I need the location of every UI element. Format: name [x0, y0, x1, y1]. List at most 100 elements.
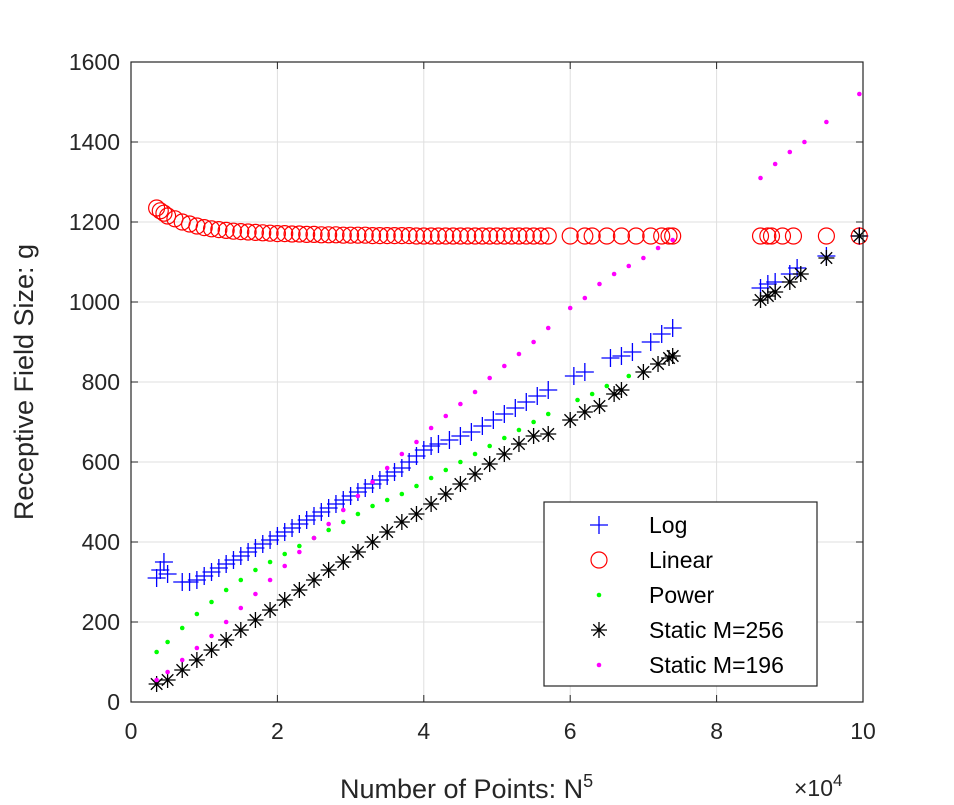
data-point-linear	[444, 227, 462, 245]
data-point-linear	[371, 227, 389, 245]
data-series	[147, 91, 869, 692]
data-point-power	[326, 527, 331, 533]
y-tick-label: 600	[82, 449, 120, 475]
data-point-static-m-196	[443, 413, 449, 419]
data-point-linear	[155, 204, 173, 222]
legend-label-static-m-256: Static M=256	[649, 617, 784, 643]
data-point-linear	[400, 227, 418, 245]
data-point-static-m-256	[818, 250, 835, 266]
data-point-log	[641, 333, 660, 351]
data-point-linear	[210, 221, 228, 239]
data-point-linear	[305, 225, 323, 243]
data-point-static-m-196	[267, 577, 273, 583]
x-tick-label: 2	[271, 718, 284, 744]
x-tick-label: 8	[710, 718, 723, 744]
data-point-static-m-256	[291, 582, 308, 598]
data-point-log	[601, 349, 620, 367]
data-point-power	[502, 435, 507, 441]
data-point-static-m-196	[399, 451, 405, 457]
data-point-linear	[363, 227, 382, 245]
data-point-linear	[378, 227, 396, 245]
data-point-static-m-256	[792, 266, 809, 282]
data-point-power	[589, 391, 595, 397]
data-point-log	[334, 491, 353, 509]
data-point-static-m-196	[597, 281, 602, 287]
data-point-static-m-196	[758, 175, 763, 181]
data-point-static-m-256	[496, 446, 513, 462]
data-point-static-m-196	[502, 363, 507, 369]
series-static-m-196	[154, 91, 862, 683]
data-point-linear	[195, 219, 213, 237]
data-point-log	[326, 495, 345, 513]
data-point-linear	[642, 227, 660, 245]
data-point-static-m-196	[253, 591, 258, 597]
data-point-linear	[466, 227, 484, 245]
data-point-static-m-256	[320, 562, 337, 578]
data-point-linear	[159, 207, 177, 225]
data-point-linear	[232, 223, 250, 241]
data-point-power	[194, 611, 200, 617]
data-point-log	[297, 511, 316, 529]
data-point-log	[506, 399, 525, 417]
data-point-static-m-256	[540, 426, 557, 442]
data-point-static-m-256	[159, 672, 176, 688]
data-point-power	[443, 467, 449, 473]
data-point-static-m-196	[282, 563, 288, 569]
data-point-linear	[488, 227, 506, 245]
data-point-linear	[784, 227, 803, 245]
data-point-linear	[451, 227, 469, 245]
data-point-static-m-256	[306, 572, 322, 588]
data-point-linear	[312, 226, 330, 244]
data-point-power	[575, 397, 580, 403]
data-point-static-m-256	[188, 652, 205, 668]
data-point-static-m-196	[384, 465, 390, 471]
data-point-static-m-256	[759, 288, 776, 304]
data-point-static-m-196	[209, 633, 214, 639]
data-point-linear	[407, 227, 426, 245]
data-point-linear	[762, 227, 781, 245]
data-point-static-m-256	[393, 514, 410, 530]
data-point-power	[223, 587, 229, 593]
data-point-static-m-196	[857, 91, 862, 97]
data-point-linear	[561, 227, 579, 245]
data-point-log	[612, 347, 631, 365]
data-point-log	[451, 427, 470, 445]
y-axis-label: Receptive Field Size: g	[9, 244, 39, 520]
data-point-log	[312, 503, 331, 521]
data-point-power	[282, 551, 288, 557]
data-point-static-m-196	[194, 645, 200, 651]
data-point-linear	[653, 227, 671, 245]
data-point-log	[154, 553, 173, 571]
data-point-linear	[817, 227, 836, 245]
data-point-linear	[239, 223, 257, 241]
legend-marker-power	[596, 592, 602, 598]
data-point-linear	[342, 226, 360, 244]
data-point-static-m-256	[650, 356, 667, 372]
data-point-log	[180, 573, 199, 591]
data-point-linear	[495, 227, 513, 245]
data-point-static-m-196	[428, 425, 434, 431]
data-point-linear	[664, 227, 682, 245]
data-point-static-m-256	[247, 612, 264, 628]
data-point-static-m-256	[262, 602, 279, 618]
x-tick-label: 4	[417, 718, 430, 744]
data-point-log	[239, 543, 258, 561]
y-tick-label: 1400	[69, 129, 120, 155]
data-point-linear	[320, 226, 338, 244]
data-point-linear	[539, 227, 557, 245]
data-point-linear	[612, 227, 631, 245]
data-point-log	[370, 471, 389, 489]
legend: Log Linear Power Static M=256 Static M=196	[543, 501, 818, 687]
axis-ticks: 0 2 4 6 8 10 0 200 400 600 800 1000 1200 1400 1600	[69, 49, 876, 744]
data-point-power	[384, 497, 390, 503]
data-point-linear	[356, 226, 374, 244]
data-point-static-m-256	[562, 412, 579, 428]
data-point-static-m-196	[567, 305, 573, 311]
data-point-linear	[217, 221, 235, 239]
y-tick-label: 400	[82, 529, 120, 555]
data-point-static-m-196	[154, 677, 159, 683]
data-point-static-m-196	[179, 657, 185, 663]
data-point-static-m-196	[487, 375, 492, 381]
data-point-linear	[261, 224, 279, 242]
data-point-static-m-196	[611, 271, 617, 277]
